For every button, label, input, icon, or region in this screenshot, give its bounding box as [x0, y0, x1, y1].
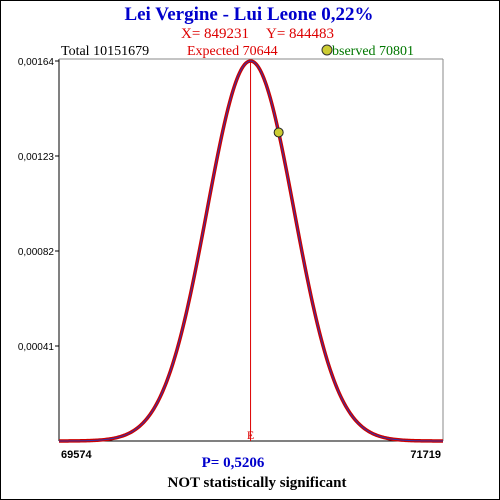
- p-value-text: P= 0,5206: [202, 455, 265, 471]
- chart-title: Lei Vergine - Lui Leone 0,22%: [124, 4, 373, 25]
- distribution-curve-core: [58, 60, 443, 442]
- x-max-label: 71719: [410, 449, 441, 461]
- y-tick-label: 0,00123: [18, 152, 55, 163]
- total-text: Total 10151679: [61, 44, 149, 59]
- expected-text: Expected 70644: [187, 44, 278, 59]
- observed-legend-marker: [321, 44, 333, 56]
- y-tick-label: 0,00164: [18, 57, 55, 68]
- y-value-text: Y= 844483: [266, 26, 334, 42]
- expected-marker-label: E: [247, 428, 254, 442]
- significance-text: NOT statistically significant: [168, 475, 347, 491]
- y-ticks: 0,00041 0,00082 0,00123 0,00164: [18, 57, 59, 353]
- x-min-label: 69574: [61, 449, 92, 461]
- y-tick-label: 0,00082: [18, 247, 55, 258]
- y-tick-label: 0,00041: [18, 342, 55, 353]
- x-value-text: X= 849231: [181, 26, 249, 42]
- observed-point: [273, 127, 284, 138]
- observed-legend: bserved 70801: [321, 44, 414, 59]
- observed-text: bserved 70801: [332, 44, 414, 59]
